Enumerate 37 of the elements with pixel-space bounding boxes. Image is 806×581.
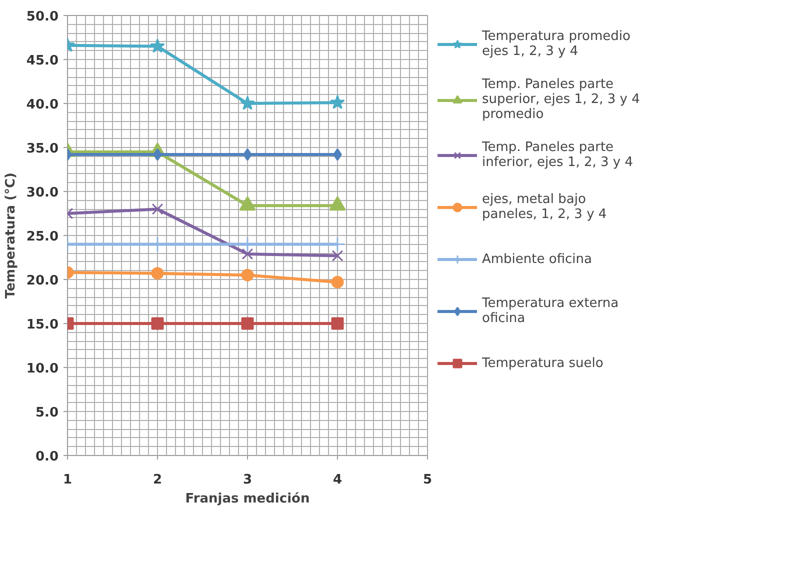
y-tick-label: 20.0 — [26, 274, 59, 288]
point — [241, 268, 254, 282]
point — [150, 38, 165, 53]
point — [242, 248, 254, 260]
y-tick-label: 45.0 — [26, 54, 59, 68]
x-tick-label: 3 — [242, 472, 252, 488]
point — [151, 267, 164, 280]
x-axis-title: Franjas medición — [185, 492, 310, 506]
legend-label: Ambiente oficina — [482, 250, 593, 268]
y-tick-label: 5.0 — [35, 406, 58, 420]
y-tick-label: 15.0 — [26, 318, 59, 332]
point — [332, 250, 344, 262]
point — [240, 96, 255, 110]
y-tick-label: 50.0 — [26, 10, 59, 24]
y-tick-label: 40.0 — [26, 98, 59, 112]
point — [241, 317, 254, 330]
x-tick-label: 5 — [422, 472, 432, 488]
x-tick-label: 1 — [62, 472, 72, 488]
legend-label: Temperatura suelo — [482, 354, 604, 372]
legend-label: Temp. Paneles parte superior, ejes 1, 2, 3 y 4 promedio — [482, 77, 641, 122]
y-tick-label: 30.0 — [26, 186, 59, 200]
y-axis-title: Temperatura (°C) — [3, 172, 18, 298]
x-tick-label: 4 — [332, 472, 342, 488]
legend-label: Temp. Paneles parte inferior, ejes 1, 2, 3 y 4 — [482, 139, 634, 172]
y-tick-label: 35.0 — [26, 142, 59, 156]
legend-label: ejes, metal bajo paneles, 1, 2, 3 y 4 — [482, 191, 608, 224]
legend-label: Temperatura externa oficina — [482, 295, 620, 328]
point — [331, 317, 344, 330]
point — [152, 203, 164, 215]
x-tick-label: 2 — [152, 472, 162, 488]
y-tick-label: 25.0 — [26, 230, 59, 244]
y-tick-label: 0.0 — [35, 450, 58, 464]
legend-label: Temperatura promedio ejes 1, 2, 3 y 4 — [482, 28, 632, 61]
point — [331, 276, 344, 288]
point — [151, 317, 164, 330]
y-tick-label: 10.0 — [26, 362, 59, 376]
point — [330, 94, 345, 110]
